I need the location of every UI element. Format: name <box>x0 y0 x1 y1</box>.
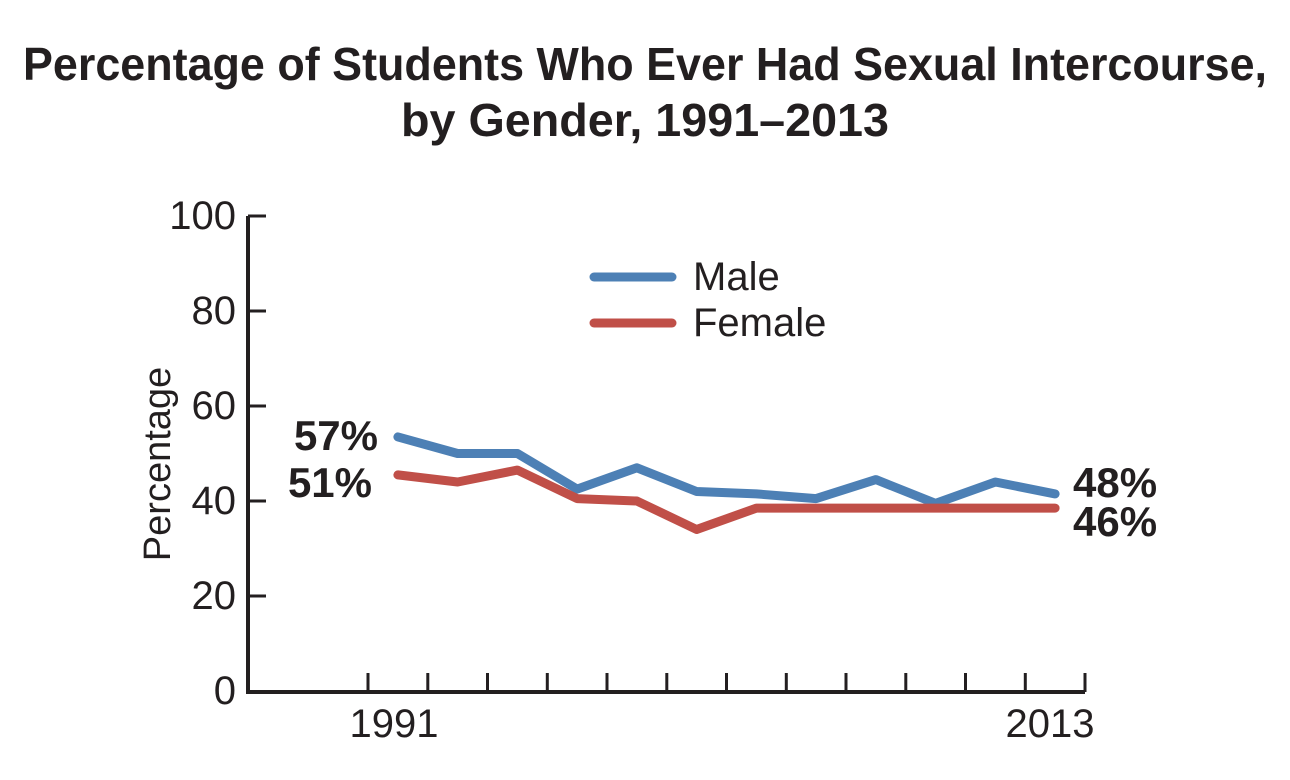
chart-title-line1: Percentage of Students Who Ever Had Sexu… <box>23 38 1267 90</box>
legend: Male Female <box>589 255 826 345</box>
y-tick-label-80: 80 <box>192 289 237 333</box>
female-end-value-label: 46% <box>1073 498 1157 545</box>
y-tick-label-0: 0 <box>214 669 236 713</box>
legend-male-label: Male <box>693 255 780 299</box>
y-tick-label-40: 40 <box>192 479 237 523</box>
male-line <box>393 432 1060 508</box>
y-tick-label-100: 100 <box>169 194 236 238</box>
male-end-value-label: 48% <box>1073 459 1157 506</box>
x-tick-label-2013: 2013 <box>1006 702 1095 746</box>
female-line <box>393 465 1060 534</box>
axis-frame <box>246 216 1085 694</box>
y-tick-label-60: 60 <box>192 384 237 428</box>
legend-female-label: Female <box>693 301 826 345</box>
x-ticks <box>366 673 1087 692</box>
female-start-value-label: 51% <box>288 459 372 506</box>
x-tick-label-1991: 1991 <box>350 702 439 746</box>
y-ticks <box>248 214 266 598</box>
y-tick-label-20: 20 <box>192 574 237 618</box>
chart-title-line2: by Gender, 1991–2013 <box>401 94 889 146</box>
y-axis-title: Percentage <box>137 367 179 561</box>
male-start-value-label: 57% <box>294 412 378 459</box>
